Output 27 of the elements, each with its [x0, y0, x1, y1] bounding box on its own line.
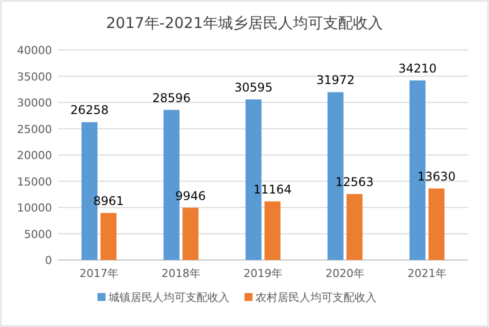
- x-tick-label: 2018年: [162, 267, 200, 280]
- data-label: 31972: [316, 73, 355, 88]
- y-tick-label: 0: [45, 254, 52, 267]
- x-tick-label: 2020年: [326, 267, 364, 280]
- y-tick-label: 30000: [17, 96, 52, 110]
- y-tick-label: 40000: [17, 44, 52, 57]
- y-tick-label: 10000: [17, 202, 52, 214]
- legend-label: 农村居民人均可支配收入: [256, 291, 376, 304]
- x-tick-label: 2021年: [408, 267, 446, 280]
- y-tick-label: 25000: [17, 122, 52, 136]
- x-tick-label: 2019年: [244, 267, 282, 280]
- bar: [346, 194, 362, 260]
- bar: [264, 201, 280, 260]
- legend-label: 城镇居民人均可支配收入: [108, 291, 230, 304]
- bar: [182, 208, 198, 260]
- y-tick-label: 15000: [17, 175, 52, 188]
- chart-title: 2017年-2021年城乡居民人均可支配收入: [106, 14, 383, 32]
- bar: [428, 188, 444, 260]
- y-tick-label: 5000: [24, 228, 52, 241]
- x-tick-label: 2017年: [80, 267, 118, 280]
- data-label: 34210: [398, 61, 437, 76]
- y-tick-label: 35000: [17, 70, 52, 84]
- data-label: 30595: [234, 80, 273, 94]
- y-tick-label: 20000: [17, 149, 52, 162]
- bar: [100, 212, 116, 260]
- data-label: 26258: [70, 103, 109, 118]
- data-label: 28596: [152, 90, 191, 105]
